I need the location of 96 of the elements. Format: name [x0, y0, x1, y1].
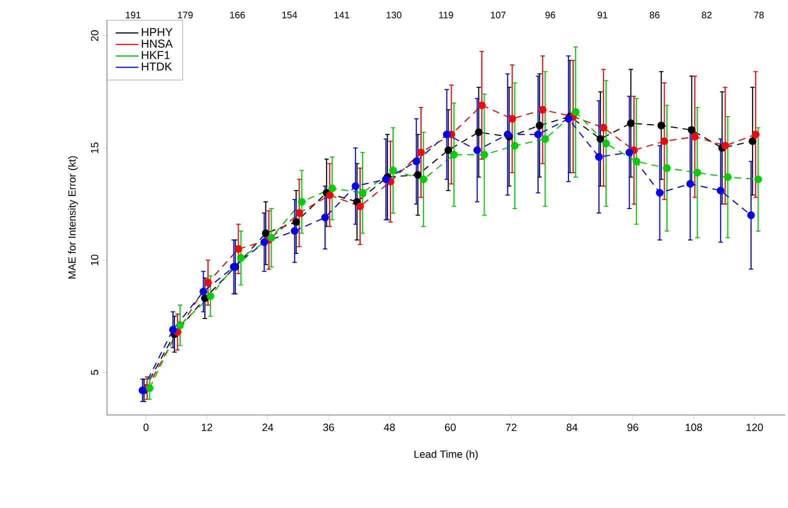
- point: [169, 326, 177, 334]
- point: [358, 188, 366, 197]
- point: [414, 171, 422, 179]
- text: 96: [545, 12, 556, 18]
- point: [541, 135, 549, 143]
- point: [412, 158, 420, 166]
- point: [206, 292, 214, 300]
- legend-label: HPHY: [142, 28, 173, 36]
- point: [267, 234, 276, 242]
- y-tick-label: 20: [90, 30, 98, 41]
- point: [292, 218, 300, 226]
- point: [538, 106, 546, 114]
- x-axis-title: Lead Time (h): [414, 450, 478, 460]
- point: [356, 202, 364, 210]
- point: [716, 186, 724, 194]
- point: [328, 184, 336, 192]
- point: [663, 164, 671, 172]
- point: [237, 254, 245, 262]
- point: [326, 191, 334, 199]
- point: [478, 101, 486, 110]
- point: [508, 114, 516, 123]
- point: [534, 130, 542, 138]
- text: 107: [490, 12, 506, 18]
- point: [627, 119, 635, 128]
- point: [721, 142, 730, 150]
- y-tick-label: 10: [90, 254, 98, 266]
- y-tick-label: 5: [91, 370, 98, 375]
- legend-label: HKF1: [142, 51, 170, 60]
- x-tick-label: 108: [686, 424, 702, 432]
- point: [724, 173, 732, 181]
- text: 86: [650, 12, 660, 18]
- point: [474, 128, 483, 136]
- point: [389, 166, 397, 174]
- y-axis-title: MAE for Intensity Error (kt): [68, 156, 78, 279]
- point: [595, 153, 603, 161]
- point: [473, 146, 482, 154]
- point: [748, 137, 756, 146]
- text: 166: [230, 12, 245, 18]
- point: [146, 384, 154, 392]
- point: [600, 124, 608, 132]
- text: 91: [598, 12, 608, 18]
- text: 78: [754, 12, 764, 18]
- text: 179: [178, 12, 193, 18]
- point: [450, 150, 458, 158]
- point: [420, 176, 428, 184]
- x-tick-label: 120: [746, 424, 763, 432]
- point: [234, 245, 242, 253]
- point: [262, 229, 270, 238]
- point: [754, 176, 762, 184]
- point: [295, 209, 304, 217]
- legend-label: HTDK: [142, 62, 172, 70]
- text: 191: [126, 12, 141, 18]
- point: [504, 130, 512, 138]
- x-tick-label: 36: [323, 424, 334, 432]
- point: [596, 135, 604, 143]
- x-tick-label: 72: [506, 424, 516, 431]
- point: [176, 321, 184, 330]
- point: [444, 146, 452, 154]
- text: 82: [702, 12, 712, 18]
- point: [352, 182, 360, 190]
- y-tick-label: 15: [91, 142, 98, 153]
- x-tick-label: 24: [262, 424, 274, 431]
- x-tick-label: 96: [628, 424, 638, 432]
- point: [510, 142, 519, 150]
- point: [572, 108, 580, 116]
- point: [693, 168, 702, 176]
- point: [321, 214, 329, 222]
- x-tick-label: 48: [384, 424, 395, 432]
- text: 141: [334, 12, 350, 18]
- x-tick-label: 60: [445, 424, 456, 432]
- x-tick-label: 0: [144, 424, 149, 432]
- point: [752, 130, 760, 138]
- text: 154: [282, 12, 298, 18]
- point: [747, 211, 755, 220]
- point: [536, 122, 544, 130]
- point: [686, 180, 694, 188]
- point: [382, 176, 390, 184]
- x-tick-label: 12: [202, 424, 212, 431]
- point: [298, 198, 306, 206]
- point: [632, 158, 640, 166]
- point: [200, 288, 208, 296]
- point: [442, 130, 451, 138]
- legend-label: HNSA: [142, 40, 173, 48]
- point: [260, 238, 268, 246]
- point: [564, 114, 572, 123]
- x-tick-label: 84: [566, 424, 578, 432]
- point: [625, 148, 634, 156]
- point: [690, 132, 699, 141]
- point: [602, 140, 610, 148]
- point: [660, 137, 668, 146]
- point: [657, 122, 666, 130]
- point: [417, 148, 425, 156]
- text: 119: [439, 12, 454, 18]
- text: 130: [386, 12, 402, 18]
- point: [290, 227, 298, 235]
- point: [656, 188, 664, 197]
